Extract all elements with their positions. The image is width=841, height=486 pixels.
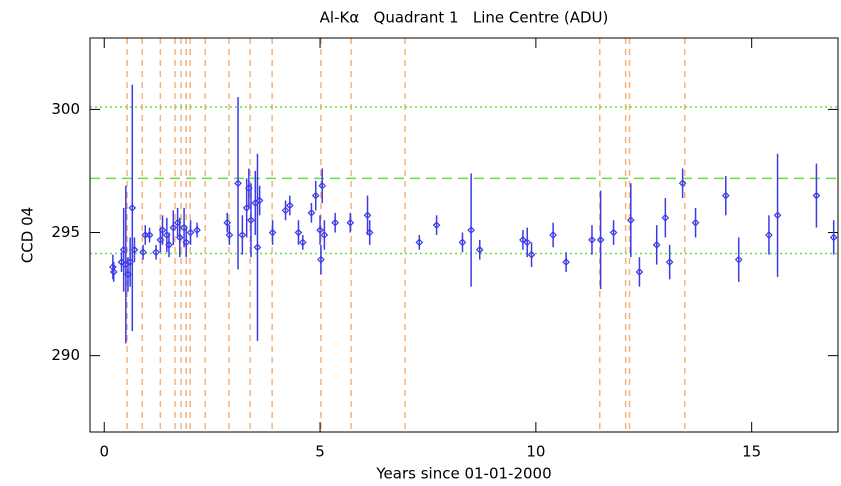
point [363,211,372,220]
y-tick-label: 290 [51,346,80,364]
point [665,258,674,266]
point [661,213,670,222]
point [247,216,255,225]
point [307,208,316,217]
point [180,223,188,232]
point [765,231,773,239]
x-tick-label: 15 [742,443,761,461]
point [255,196,264,205]
point [169,223,178,232]
x-axis-label: Years since 01-01-2000 [375,465,551,483]
point [268,228,277,237]
point [523,238,532,247]
point [475,245,484,254]
point [721,191,730,200]
point [346,218,355,227]
point [812,191,821,200]
point [281,206,290,215]
point [320,231,329,239]
point [145,231,154,239]
point [128,204,137,212]
point [365,228,374,237]
point [527,250,536,259]
point [458,238,467,247]
point [562,258,570,266]
point [130,245,139,254]
point [139,248,147,257]
point [238,231,247,239]
x-tick-label: 0 [99,443,109,461]
point [182,238,191,247]
point [316,226,324,234]
point [331,218,340,227]
point [317,255,325,264]
point [158,226,167,234]
point [234,179,242,188]
point [773,211,782,220]
point [186,228,195,237]
point [318,181,327,190]
y-axis-label: CCD 04 [19,207,37,263]
point [626,216,635,225]
point [415,238,424,247]
point [596,236,605,244]
x-tick-label: 5 [315,443,325,461]
point [225,231,234,239]
x-tick-label: 10 [526,443,545,461]
point [285,201,294,210]
point [609,228,618,237]
point [549,231,557,239]
point [165,241,173,249]
plot-frame [89,37,839,433]
point [652,241,661,249]
y-tick-label: 300 [51,100,80,118]
point [635,268,644,276]
point [193,226,201,234]
point [678,179,687,188]
point [311,191,320,200]
point [432,221,441,229]
point [175,233,184,242]
point [253,243,262,252]
y-tick-label: 295 [51,223,80,241]
point [829,233,838,242]
point [223,218,232,227]
point [691,218,700,227]
point [109,268,118,276]
point [519,236,527,244]
chart-title: Al-Kα Quadrant 1 Line Centre (ADU) [320,9,609,27]
point [298,238,307,247]
point [734,255,743,264]
point [467,226,475,234]
point [588,236,596,244]
point [294,228,303,237]
point [152,248,160,257]
